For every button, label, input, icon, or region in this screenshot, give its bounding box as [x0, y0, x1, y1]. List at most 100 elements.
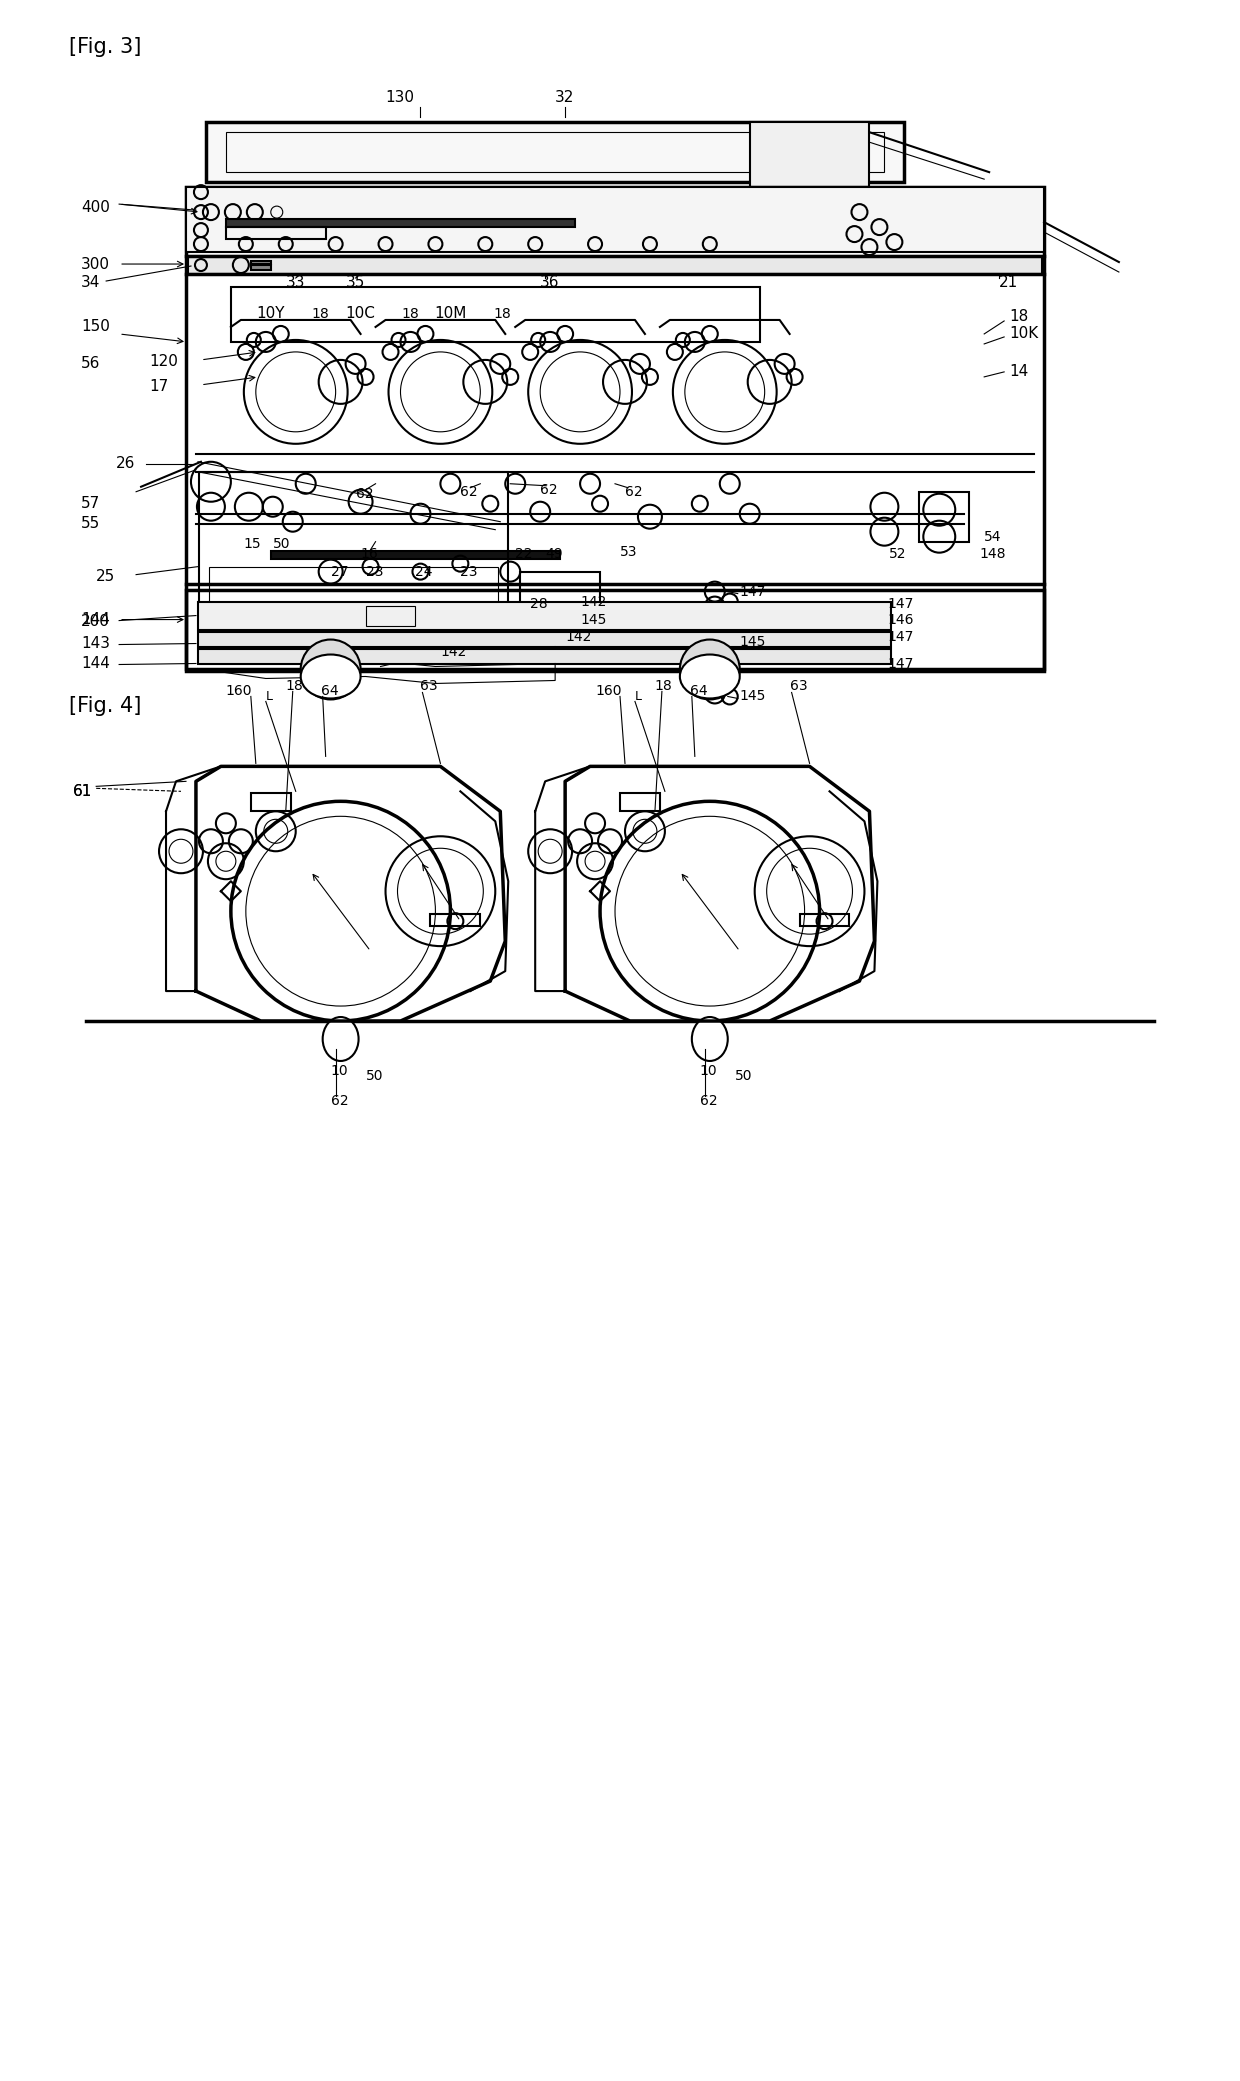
Text: 25: 25 [97, 568, 115, 585]
Text: 62: 62 [625, 485, 642, 499]
Text: L: L [265, 691, 273, 703]
Text: 142: 142 [440, 645, 466, 658]
Bar [270, 551, 560, 558]
Circle shape [301, 639, 361, 699]
Text: 17: 17 [149, 379, 169, 395]
Text: 64: 64 [689, 685, 708, 699]
Text: 144: 144 [81, 656, 110, 670]
Bar [366, 606, 415, 626]
Text: 62: 62 [356, 487, 373, 502]
Text: 50: 50 [735, 1070, 753, 1082]
Text: 147: 147 [888, 597, 914, 610]
Text: 160: 160 [595, 685, 621, 699]
Text: 23: 23 [366, 564, 383, 579]
Bar [208, 566, 498, 647]
Text: 145: 145 [740, 635, 766, 649]
Circle shape [680, 639, 740, 699]
Text: 53: 53 [620, 545, 637, 558]
Text: 49: 49 [546, 547, 563, 560]
Text: 27: 27 [331, 564, 348, 579]
Bar [226, 219, 575, 227]
Text: 150: 150 [81, 320, 110, 335]
Text: 62: 62 [699, 1095, 718, 1107]
Text: 50: 50 [366, 1070, 383, 1082]
Bar [186, 589, 1044, 670]
Text: 36: 36 [541, 275, 559, 289]
Text: 160: 160 [226, 685, 253, 699]
Ellipse shape [680, 656, 740, 699]
Bar [250, 793, 290, 812]
Text: 26: 26 [117, 456, 135, 470]
Text: 62: 62 [331, 1095, 348, 1107]
Bar [186, 187, 1044, 672]
Text: 33: 33 [285, 275, 305, 289]
Text: 147: 147 [888, 631, 914, 643]
Text: 147: 147 [740, 585, 766, 599]
Text: 10: 10 [699, 1063, 718, 1078]
Text: 34: 34 [81, 275, 100, 289]
Text: 18: 18 [402, 308, 419, 320]
Text: 62: 62 [460, 485, 477, 499]
Text: 146: 146 [888, 612, 914, 626]
Text: 55: 55 [81, 516, 100, 531]
Text: 57: 57 [81, 495, 100, 512]
Text: 144: 144 [81, 612, 110, 626]
Ellipse shape [692, 1018, 728, 1061]
Text: 63: 63 [790, 680, 807, 693]
Bar [206, 123, 904, 183]
Text: 10: 10 [331, 1063, 348, 1078]
Text: 14: 14 [1009, 364, 1028, 379]
Text: 63: 63 [420, 680, 438, 693]
Text: 400: 400 [81, 200, 110, 214]
Bar [198, 649, 892, 664]
Bar [250, 260, 270, 264]
Bar [198, 601, 892, 631]
Text: 16: 16 [361, 547, 378, 560]
Text: 10M: 10M [434, 306, 466, 320]
Text: 300: 300 [81, 256, 110, 271]
Bar [800, 914, 849, 926]
Text: 18: 18 [655, 680, 672, 693]
Text: 18: 18 [1009, 310, 1028, 325]
Text: 143: 143 [81, 637, 110, 651]
Text: 22: 22 [516, 547, 533, 560]
Text: 10C: 10C [346, 306, 376, 320]
Text: 145: 145 [740, 689, 766, 703]
Bar [521, 572, 600, 631]
Text: 54: 54 [985, 531, 1002, 543]
Text: 23: 23 [460, 564, 477, 579]
Text: 52: 52 [889, 547, 906, 560]
Bar [919, 491, 970, 541]
Text: 147: 147 [888, 656, 914, 670]
Text: 62: 62 [541, 483, 558, 497]
Text: 32: 32 [556, 89, 574, 104]
Text: 200: 200 [81, 614, 110, 628]
Bar [750, 123, 869, 212]
Bar [186, 187, 1044, 252]
Text: 24: 24 [415, 564, 433, 579]
Text: [Fig. 4]: [Fig. 4] [69, 697, 141, 716]
Text: [Fig. 3]: [Fig. 3] [69, 37, 141, 58]
Text: 10K: 10K [1009, 327, 1038, 341]
Ellipse shape [322, 1018, 358, 1061]
Bar [430, 914, 480, 926]
Text: 148: 148 [980, 547, 1006, 560]
Bar [231, 287, 760, 341]
Text: 15: 15 [244, 537, 262, 551]
Text: 64: 64 [321, 685, 339, 699]
Text: 61: 61 [73, 785, 93, 799]
Text: 145: 145 [580, 612, 606, 626]
Text: 10Y: 10Y [257, 306, 285, 320]
Text: 130: 130 [386, 89, 414, 104]
Text: L: L [635, 691, 642, 703]
Text: 18: 18 [285, 680, 304, 693]
Text: 18: 18 [494, 308, 511, 320]
Text: 35: 35 [346, 275, 365, 289]
Text: 61: 61 [73, 785, 93, 799]
Bar [188, 256, 1042, 275]
Bar [250, 264, 270, 271]
Bar [226, 227, 326, 239]
Text: 120: 120 [149, 354, 177, 370]
Bar [226, 133, 884, 173]
Text: 142: 142 [580, 595, 606, 608]
